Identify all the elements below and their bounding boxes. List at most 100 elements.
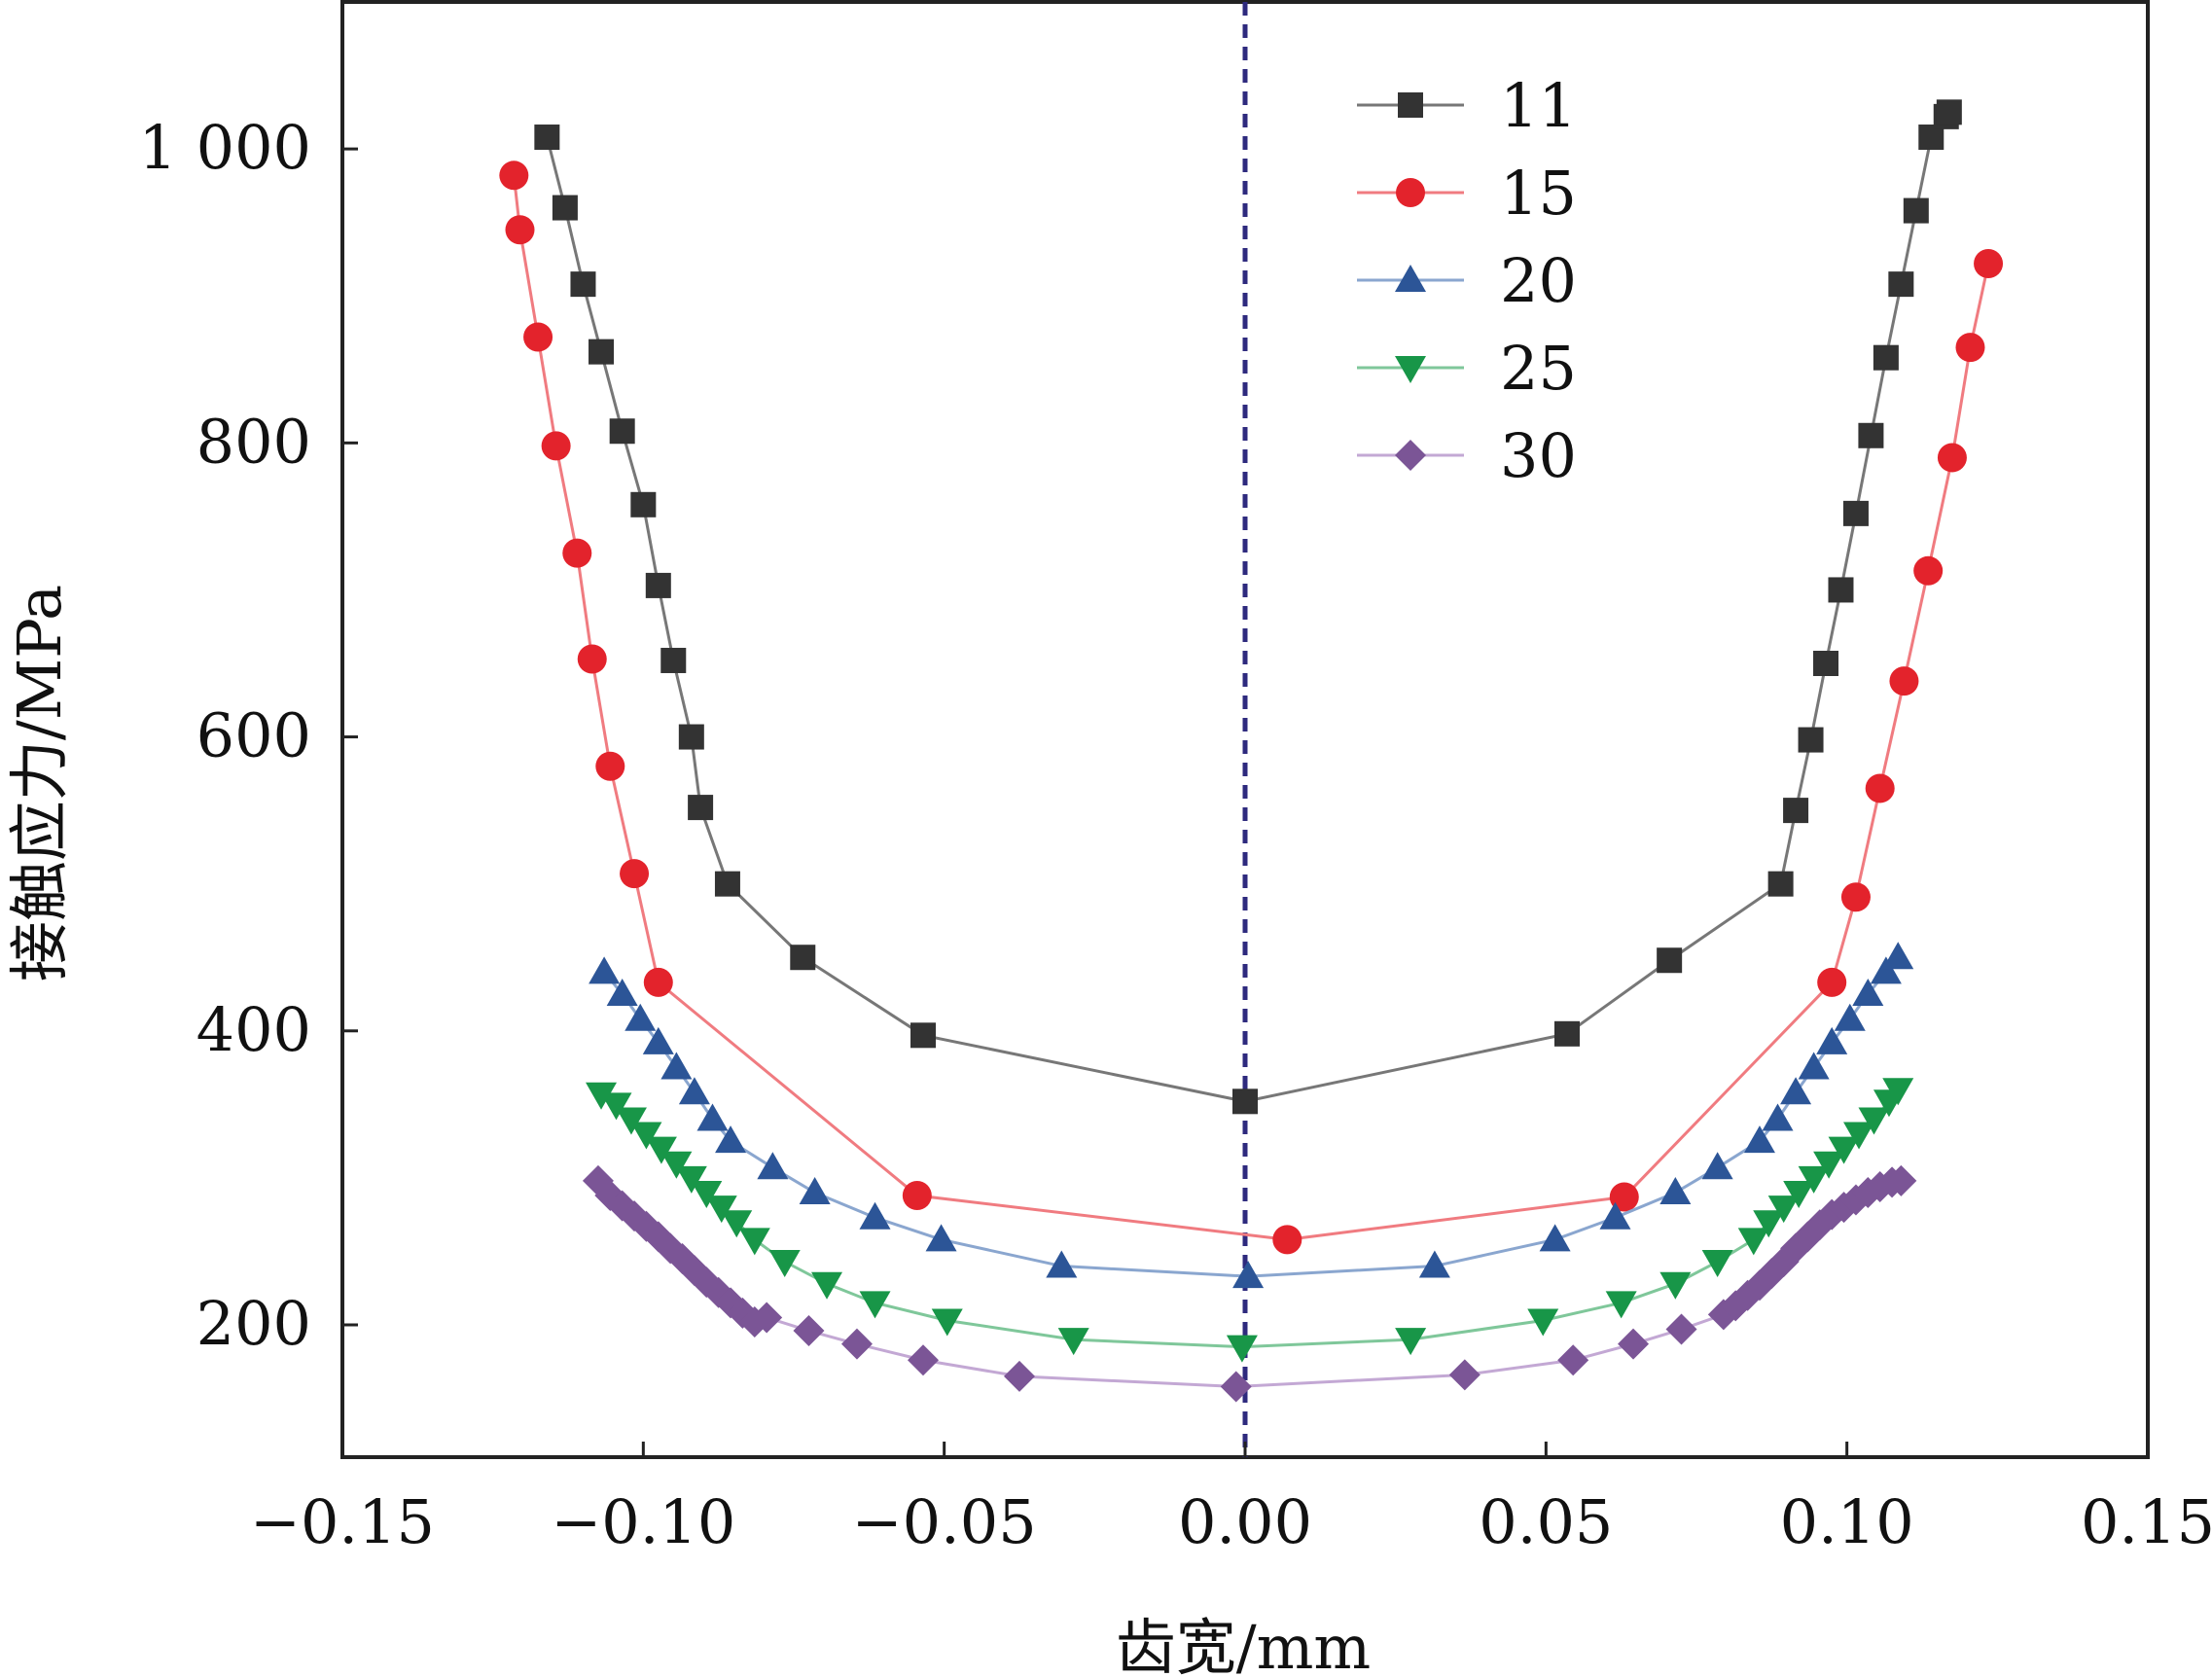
y-tick-label: 600 (196, 700, 311, 771)
data-point-20 (696, 1103, 729, 1131)
data-point-11 (1842, 500, 1869, 526)
series-line-25 (600, 1088, 1900, 1349)
data-point-25 (1882, 1078, 1914, 1106)
data-point-20 (1882, 942, 1914, 970)
data-point-25 (721, 1210, 753, 1238)
x-tick-label: −0.05 (852, 1486, 1037, 1557)
series-line-15 (512, 175, 1990, 1241)
data-point-25 (1828, 1136, 1860, 1164)
data-point-20 (715, 1125, 747, 1154)
data-point-11 (1873, 344, 1899, 371)
data-point-25 (1226, 1335, 1258, 1363)
data-point-11 (714, 871, 740, 897)
series-20 (589, 942, 1914, 1289)
data-point-11 (1936, 99, 1962, 125)
data-point-20 (606, 979, 638, 1006)
data-point-25 (586, 1082, 618, 1110)
data-point-11 (589, 339, 615, 365)
data-point-20 (799, 1177, 831, 1204)
data-point-30 (1885, 1164, 1917, 1196)
x-tick-label: 0.15 (2081, 1486, 2212, 1557)
data-point-30 (1665, 1313, 1697, 1345)
legend-item-30: 30 (1357, 420, 1577, 491)
series-line-11 (545, 111, 1951, 1103)
data-point-15 (1840, 882, 1871, 912)
x-tick-label: 0.10 (1780, 1486, 1914, 1557)
data-point-25 (738, 1228, 770, 1256)
data-point-25 (1659, 1271, 1692, 1300)
data-point-15 (499, 161, 529, 191)
data-point-20 (660, 1052, 693, 1080)
data-point-11 (688, 795, 714, 821)
legend-marker (1396, 178, 1425, 207)
data-point-20 (757, 1152, 789, 1180)
data-point-30 (1004, 1360, 1035, 1392)
data-point-15 (541, 431, 571, 461)
data-point-30 (908, 1344, 940, 1376)
data-point-11 (1813, 651, 1839, 676)
data-point-11 (660, 647, 687, 673)
data-point-20 (1834, 1003, 1866, 1031)
data-point-25 (1057, 1328, 1089, 1356)
data-point-25 (859, 1291, 891, 1319)
data-point-20 (1418, 1250, 1450, 1278)
legend-label: 30 (1500, 420, 1577, 491)
data-point-25 (660, 1151, 693, 1179)
data-point-30 (793, 1315, 825, 1347)
data-point-15 (643, 967, 673, 997)
data-point-25 (645, 1136, 677, 1164)
legend-marker (1395, 440, 1426, 471)
data-point-25 (675, 1165, 707, 1194)
data-point-25 (1395, 1328, 1427, 1356)
data-point-11 (570, 271, 596, 298)
data-point-15 (1817, 967, 1847, 997)
data-point-11 (534, 125, 560, 151)
data-point-25 (1605, 1291, 1637, 1319)
data-point-11 (678, 724, 704, 750)
data-point-15 (595, 751, 625, 781)
data-point-25 (1843, 1122, 1875, 1150)
legend-item-20: 20 (1357, 245, 1577, 316)
data-point-20 (1701, 1152, 1733, 1180)
data-point-11 (645, 572, 671, 598)
data-point-11 (790, 945, 816, 971)
data-point-15 (1955, 333, 1985, 363)
data-point-20 (1870, 956, 1902, 984)
data-point-25 (1813, 1151, 1845, 1179)
data-point-25 (1783, 1181, 1815, 1208)
data-point-11 (1767, 871, 1794, 897)
data-point-15 (523, 322, 553, 352)
data-point-15 (1974, 248, 2004, 278)
data-point-11 (1553, 1020, 1580, 1047)
data-point-20 (1599, 1201, 1631, 1230)
data-point-15 (577, 644, 607, 674)
series-15 (499, 161, 2004, 1255)
data-point-11 (1858, 422, 1884, 448)
data-point-20 (1852, 979, 1884, 1006)
y-tick-label: 400 (196, 994, 311, 1065)
data-point-11 (609, 418, 635, 445)
data-point-25 (768, 1250, 801, 1278)
data-point-15 (1889, 666, 1919, 696)
legend-item-25: 25 (1357, 333, 1577, 404)
legend-marker (1395, 265, 1426, 292)
legend-item-15: 15 (1357, 158, 1577, 229)
data-point-25 (600, 1092, 632, 1121)
legend: 11 15 20 25 30 (1357, 70, 1577, 491)
x-tick-label: −0.15 (250, 1486, 435, 1557)
data-point-11 (1783, 798, 1809, 824)
data-point-25 (1753, 1210, 1785, 1238)
data-point-20 (1046, 1250, 1078, 1278)
data-point-30 (1557, 1344, 1589, 1376)
y-tick-label: 200 (196, 1288, 311, 1359)
data-point-15 (1865, 773, 1895, 803)
y-tick-label: 1 000 (139, 112, 312, 183)
x-tick-label: −0.10 (551, 1486, 735, 1557)
data-point-11 (1903, 197, 1929, 224)
legend-label: 11 (1500, 70, 1577, 141)
data-point-20 (624, 1003, 657, 1031)
series-11 (534, 99, 1962, 1115)
data-point-25 (615, 1107, 647, 1135)
data-point-11 (1232, 1088, 1258, 1115)
